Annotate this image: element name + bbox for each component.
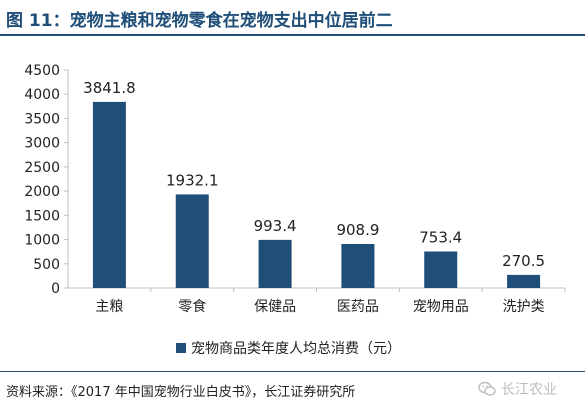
y-tick-label: 2500 <box>24 160 60 176</box>
bar <box>258 239 292 288</box>
data-label: 3841.8 <box>83 79 136 97</box>
x-tick-label: 保健品 <box>254 299 296 315</box>
title-rule <box>0 34 585 36</box>
data-label: 1932.1 <box>166 171 219 189</box>
y-tick-label: 3500 <box>24 111 60 127</box>
x-tick-label: 主粮 <box>95 299 123 315</box>
legend-label: 宠物商品类年度人均总消费（元） <box>191 341 401 357</box>
y-tick-label: 4000 <box>24 87 60 103</box>
legend-swatch <box>176 343 186 353</box>
x-tick-label: 洗护类 <box>503 299 545 315</box>
bar <box>424 251 458 288</box>
legend: 宠物商品类年度人均总消费（元） <box>176 338 401 358</box>
watermark-text: 长江农业 <box>501 382 557 398</box>
y-tick-label: 0 <box>51 281 60 297</box>
y-tick-label: 1500 <box>24 208 60 224</box>
bar <box>175 194 209 288</box>
y-tick-label: 1000 <box>24 233 60 249</box>
x-tick-label: 宠物用品 <box>413 299 469 315</box>
data-label: 993.4 <box>254 217 297 235</box>
watermark: 长江农业 <box>478 379 557 399</box>
figure-title: 图 11：宠物主粮和宠物零食在宠物支出中位居前二 <box>6 11 393 31</box>
source-note: 资料来源：《2017 年中国宠物行业白皮书》，长江证券研究所 <box>6 385 356 400</box>
data-label: 753.4 <box>419 229 462 247</box>
data-label: 908.9 <box>336 221 379 239</box>
data-label: 270.5 <box>502 252 545 270</box>
bar <box>507 274 541 288</box>
x-tick-label: 零食 <box>178 298 206 315</box>
footer-rule <box>0 371 585 372</box>
x-tick-label: 医药品 <box>337 299 379 315</box>
y-tick-label: 2000 <box>24 184 60 200</box>
wechat-icon <box>478 381 496 396</box>
y-tick-label: 500 <box>33 257 60 273</box>
bar <box>92 101 126 288</box>
y-tick-label: 4500 <box>24 63 60 79</box>
bar <box>341 243 375 288</box>
y-tick-label: 3000 <box>24 136 60 152</box>
